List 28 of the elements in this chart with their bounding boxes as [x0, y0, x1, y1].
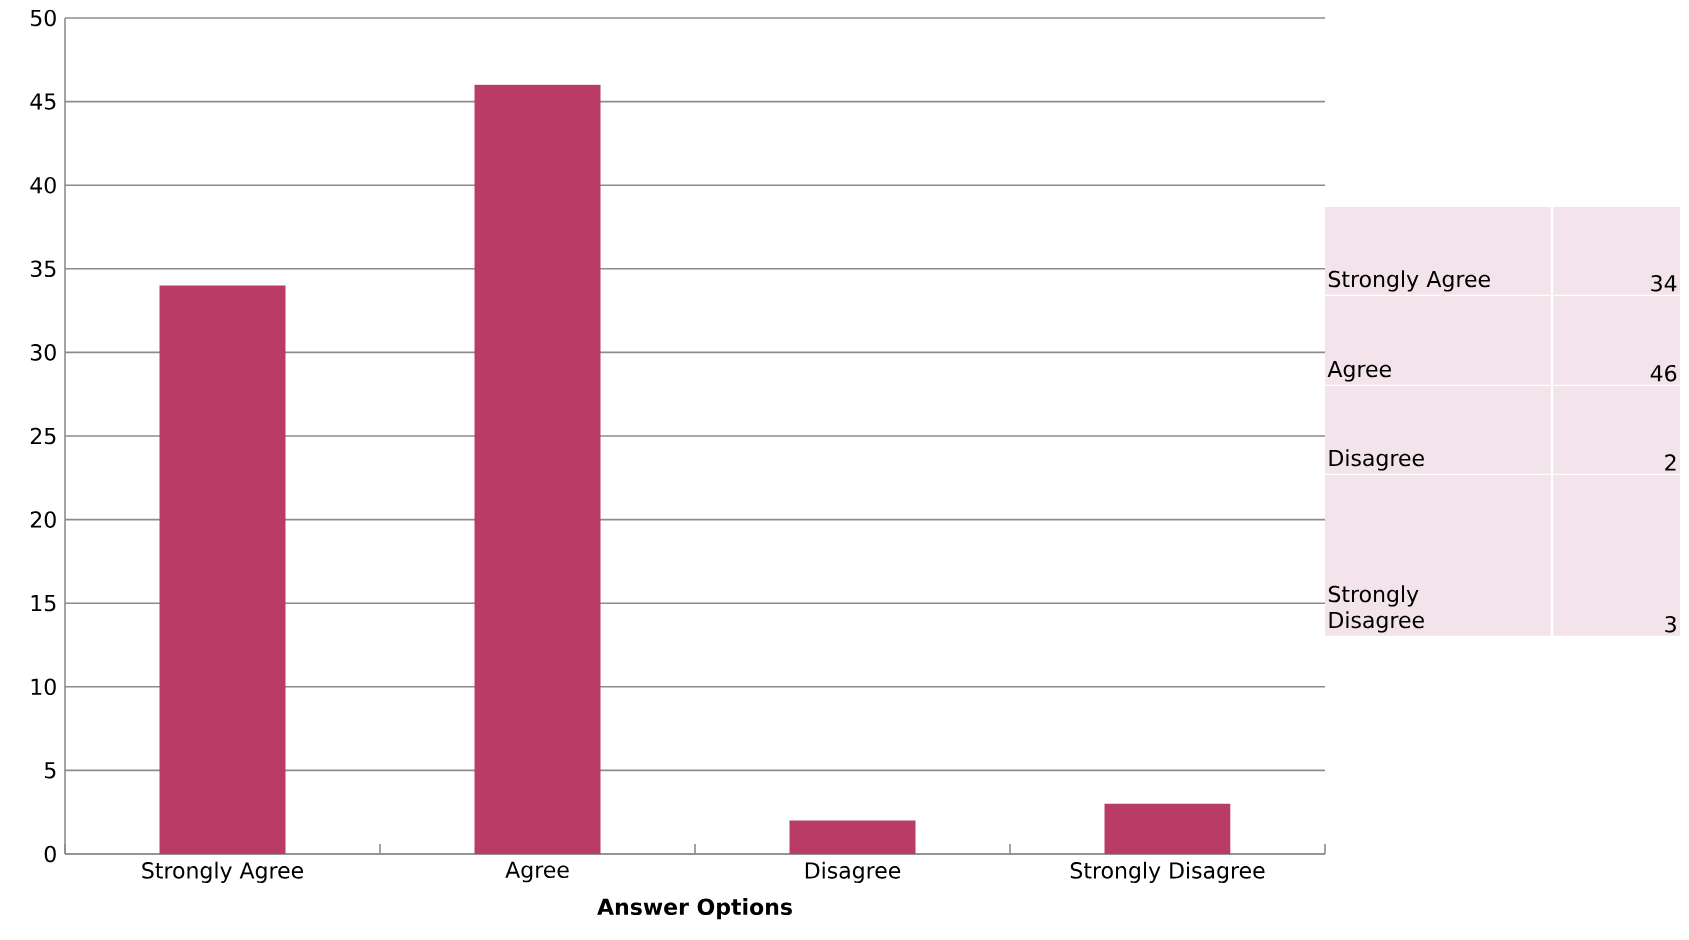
x-tick-label: Agree [505, 861, 569, 883]
x-tick-label: Strongly Disagree [1070, 861, 1265, 884]
category-label: Strongly Agree [1328, 270, 1490, 292]
y-tick-label: 45 [30, 93, 56, 110]
bar [789, 820, 916, 854]
y-tick-label: 15 [31, 595, 56, 612]
x-tick-label: Strongly Agree [142, 861, 303, 884]
y-tick-label: 0 [44, 845, 56, 863]
data-label: 34 [1651, 274, 1677, 292]
x-axis-title: Answer Options [597, 898, 792, 920]
bar [1104, 803, 1231, 854]
category-label: Strongly Disagree [1328, 585, 1424, 633]
data-label: 46 [1650, 364, 1677, 382]
bar [474, 84, 601, 854]
y-tick-label: 20 [30, 511, 56, 528]
y-tick-label: 30 [30, 344, 56, 361]
category-label: Disagree [1329, 449, 1424, 471]
data-label: 3 [1665, 615, 1676, 633]
bar [159, 285, 286, 854]
y-tick-label: 40 [30, 176, 56, 194]
category-label: Agree [1327, 360, 1391, 382]
y-tick-label: 25 [30, 427, 56, 445]
y-tick-label: 35 [30, 260, 56, 278]
y-tick-label: 10 [31, 678, 56, 696]
y-tick-label: 5 [44, 762, 56, 779]
x-tick-label: Disagree [805, 861, 901, 884]
data-label: 2 [1665, 454, 1676, 471]
y-tick-label: 50 [30, 9, 56, 27]
